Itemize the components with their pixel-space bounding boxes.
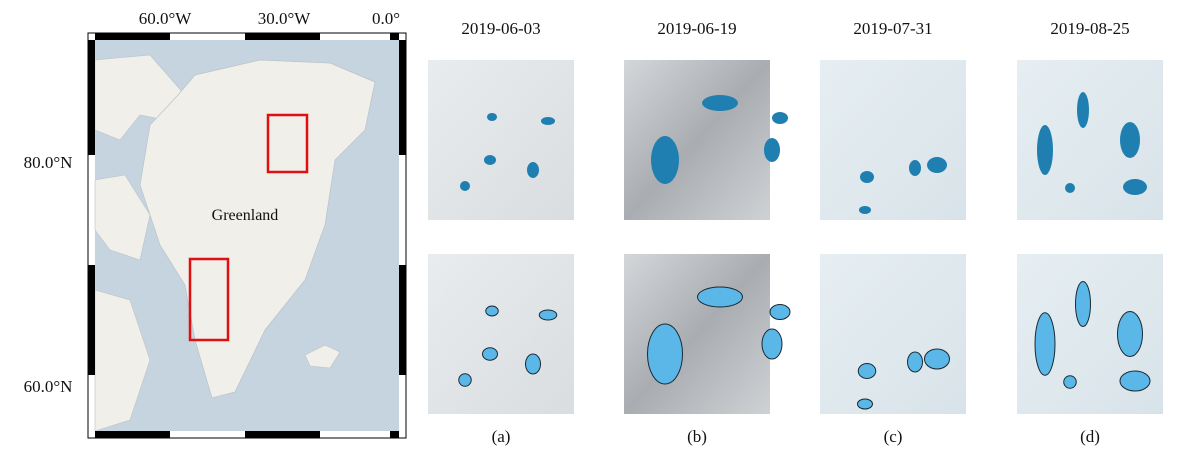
label-image (820, 254, 966, 414)
panels: 2019-06-03 (a) 2019-06-19 (b) 2019-07-31 (c) 2… (428, 19, 1163, 446)
lake-outline (925, 349, 950, 369)
map-label: Greenland (212, 207, 279, 224)
lake (764, 138, 780, 162)
lat-label: 60.0°N (24, 377, 73, 396)
panel-date: 2019-07-31 (853, 19, 932, 38)
lake (460, 181, 470, 191)
lake-outline (483, 348, 498, 361)
lon-label: 0.0° (372, 9, 400, 28)
lake-outline (648, 324, 683, 384)
label-image (428, 254, 574, 414)
satellite-image (428, 60, 574, 220)
panel-date: 2019-08-25 (1050, 19, 1129, 38)
panel-caption: (d) (1080, 427, 1100, 446)
lake (860, 171, 874, 183)
lake-outline (459, 374, 472, 387)
lake-outline (1035, 313, 1055, 376)
lake-outline (1118, 312, 1143, 357)
lake (1077, 92, 1089, 128)
lake-outline (908, 352, 923, 372)
label-image (624, 254, 770, 414)
lake-outline (698, 287, 743, 307)
lake-outline (762, 329, 782, 359)
satellite-image (820, 60, 966, 220)
lake-outline (539, 310, 557, 320)
lake (909, 160, 921, 176)
panel-date: 2019-06-19 (657, 19, 736, 38)
lake (651, 136, 679, 184)
satellite-image (624, 60, 770, 220)
panel-date: 2019-06-03 (461, 19, 540, 38)
lake (927, 157, 947, 173)
lake-outline (1076, 282, 1091, 327)
lake (859, 206, 871, 214)
lake-outline (770, 305, 790, 320)
lake (541, 117, 555, 125)
lake (702, 95, 738, 111)
lake (484, 155, 496, 165)
lon-label: 60.0°W (139, 9, 193, 28)
panel-caption: (b) (687, 427, 707, 446)
lake (772, 112, 788, 124)
lake (1065, 183, 1075, 193)
lake-outline (858, 399, 873, 409)
lake-outline (1064, 376, 1077, 389)
figure: 60.0°W 30.0°W 0.0° 80.0°N 60.0°N Greenla… (0, 0, 1185, 446)
lake-outline (1120, 371, 1150, 391)
lon-label: 30.0°W (258, 9, 312, 28)
lake-outline (526, 354, 541, 374)
lake (1120, 122, 1140, 158)
lake (1123, 179, 1147, 195)
panel-caption: (c) (884, 427, 903, 446)
lake (1037, 125, 1053, 175)
lake (487, 113, 497, 121)
lake (527, 162, 539, 178)
lat-label: 80.0°N (24, 153, 73, 172)
lake-outline (858, 364, 876, 379)
lake-outline (486, 306, 499, 316)
map: 60.0°W 30.0°W 0.0° 80.0°N 60.0°N Greenla… (24, 9, 406, 438)
panel-caption: (a) (492, 427, 511, 446)
